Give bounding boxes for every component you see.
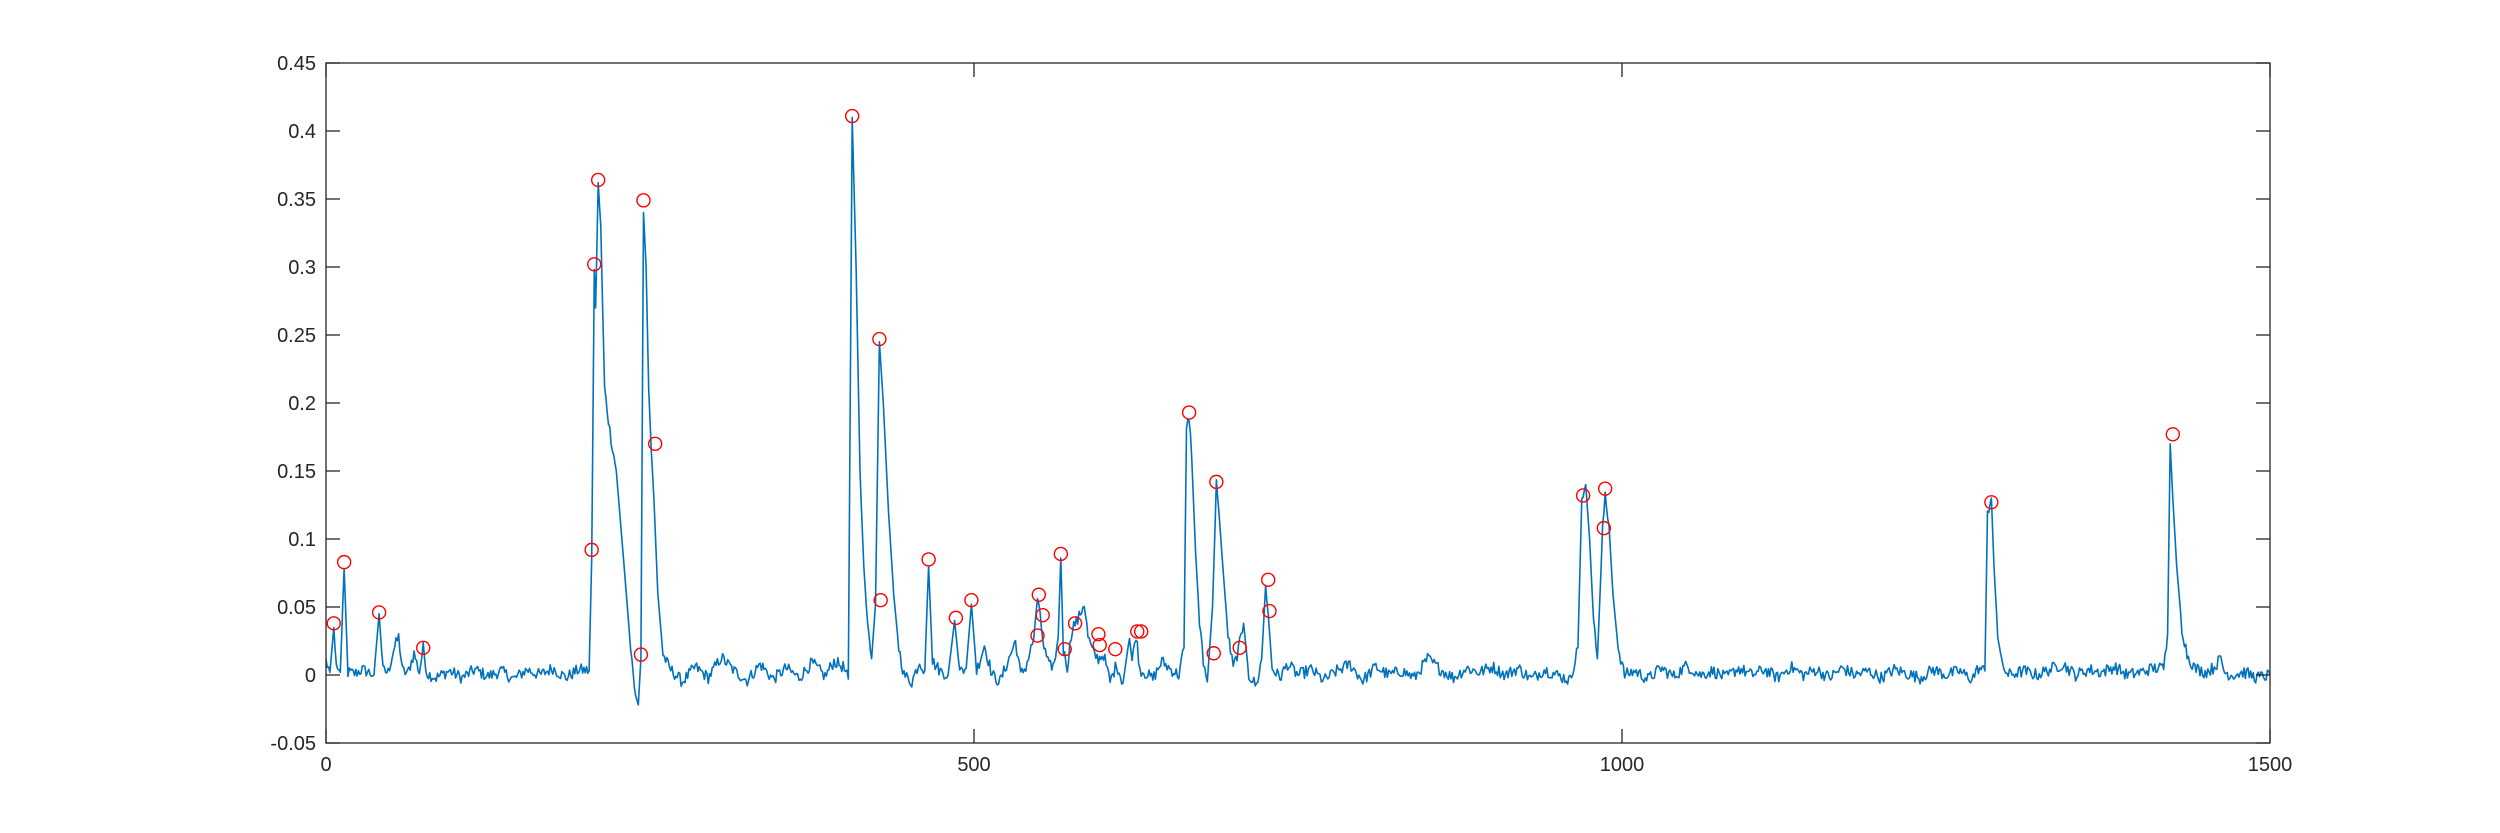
peak-marker — [1133, 624, 1149, 639]
peak-marker — [844, 108, 860, 124]
peak-marker — [1232, 640, 1247, 655]
y-tick-label: 0.05 — [277, 597, 316, 619]
x-tick-label: 500 — [957, 754, 990, 776]
peak-marker — [948, 610, 964, 626]
peak-marker — [1597, 481, 1613, 496]
y-tick-label: 0.35 — [277, 189, 316, 211]
peak-marker — [590, 172, 606, 188]
peak-marker — [964, 593, 979, 608]
peak-marker — [1209, 474, 1224, 490]
peak-marker — [587, 257, 602, 272]
peak-marker — [647, 436, 663, 451]
peak-marker — [1057, 641, 1072, 657]
peak-marker — [921, 552, 936, 567]
y-tick-label: 0.3 — [288, 257, 316, 279]
signal-series-line — [325, 116, 2271, 706]
y-tick-label: 0.45 — [277, 53, 316, 75]
peak-marker — [1575, 488, 1591, 503]
peak-marker — [1181, 405, 1197, 420]
peak-marker — [872, 331, 887, 347]
plot-area — [325, 108, 2271, 706]
y-tick-label: 0 — [305, 665, 316, 687]
peak-marker — [371, 605, 387, 620]
y-tick-label: 0.25 — [277, 325, 316, 347]
peak-marker — [326, 616, 341, 631]
peak-marker — [1035, 607, 1050, 623]
peak-marker — [1091, 627, 1106, 642]
axes: 0 500 1000 1500-0.0500.050.10.150.20.250.30… — [270, 53, 2292, 776]
x-tick-label: 1500 — [2248, 754, 2293, 776]
peak-marker — [1262, 603, 1277, 619]
y-tick-label: 0.2 — [288, 393, 316, 415]
peak-marker — [584, 542, 599, 558]
peak-marker — [1092, 637, 1107, 653]
peak-marker — [1067, 616, 1083, 631]
peak-marker — [633, 647, 649, 662]
peak-marker — [1053, 546, 1069, 562]
peak-marker — [1130, 624, 1145, 639]
y-tick-label: 0.4 — [288, 121, 316, 143]
peak-marker — [416, 640, 431, 655]
x-tick-label: 1000 — [1600, 754, 1645, 776]
peak-marker — [1984, 495, 1999, 510]
peak-marker — [1030, 628, 1045, 643]
axes-box — [325, 62, 2271, 744]
peak-marker — [2165, 427, 2181, 442]
peak-marker — [1108, 641, 1123, 657]
peak-marker — [636, 193, 651, 208]
peak-marker — [1260, 572, 1276, 587]
x-tick-label: 0 — [320, 754, 331, 776]
peak-marker — [1206, 646, 1221, 661]
y-tick-label: -0.05 — [270, 733, 316, 755]
y-tick-label: 0.1 — [288, 529, 316, 551]
y-tick-label: 0.15 — [277, 461, 316, 483]
peak-marker — [336, 554, 352, 570]
peak-marker — [1596, 520, 1612, 536]
peak-marker — [873, 593, 888, 608]
peak-marker — [1031, 587, 1047, 602]
